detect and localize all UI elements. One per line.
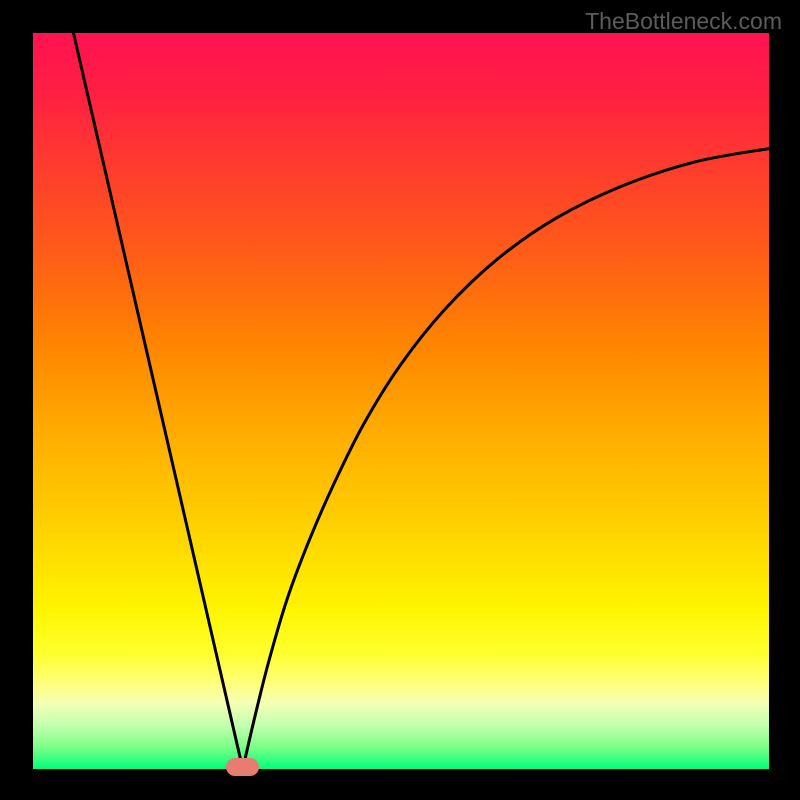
bottleneck-curve	[33, 33, 769, 769]
watermark-text: TheBottleneck.com	[585, 8, 782, 35]
plot-area	[33, 33, 769, 769]
optimum-marker	[226, 758, 259, 776]
